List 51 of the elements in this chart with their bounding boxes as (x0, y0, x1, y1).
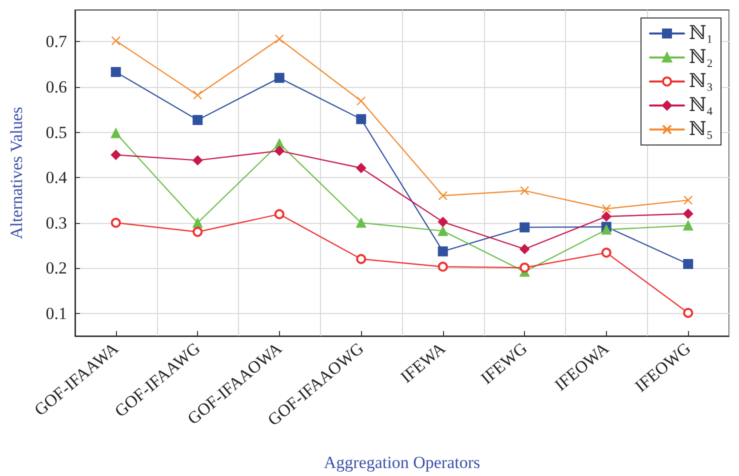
point (683, 308, 694, 318)
point (110, 128, 121, 138)
point (110, 150, 121, 160)
point (520, 262, 530, 273)
legend-label: ℕ₅ (689, 119, 714, 140)
point (438, 216, 448, 227)
point (520, 222, 530, 232)
y-tick-label: 0.7 (46, 32, 68, 52)
point (192, 226, 203, 237)
legend-label: ℕ₃ (689, 71, 714, 92)
x-axis-title: Aggregation Operators (324, 453, 480, 472)
point (111, 36, 120, 46)
point (274, 209, 284, 220)
legend-label: ℕ₂ (689, 47, 714, 68)
point (601, 211, 612, 222)
point (356, 254, 366, 264)
legend-label: ℕ₄ (689, 95, 714, 116)
point (438, 191, 448, 200)
point (438, 262, 448, 272)
y-tick-label: 0.4 (46, 168, 68, 188)
point (274, 34, 284, 44)
point (274, 146, 284, 156)
y-tick-label: 0.3 (46, 213, 67, 232)
point (193, 90, 202, 100)
point (192, 115, 203, 126)
point (110, 218, 121, 228)
point (601, 224, 612, 235)
point (602, 204, 611, 214)
point (683, 259, 694, 270)
y-tick-label: 0.2 (46, 258, 67, 278)
point (356, 114, 366, 124)
y-tick-label: 0.6 (46, 77, 67, 96)
point (683, 208, 694, 219)
point (520, 186, 530, 196)
point (438, 226, 448, 236)
point (192, 218, 203, 228)
point (192, 155, 203, 166)
y-tick-label: 0.5 (46, 122, 67, 142)
y-axis-title: Alternatives Values (7, 106, 26, 240)
point (356, 96, 366, 106)
point (356, 163, 366, 174)
legend-label: ℕ₁ (689, 23, 714, 44)
point (110, 67, 121, 78)
point (274, 72, 284, 83)
y-tick-label: 0.1 (46, 304, 67, 323)
point (520, 244, 530, 254)
point (356, 218, 366, 228)
point (601, 248, 612, 258)
point (683, 220, 694, 231)
point (438, 246, 448, 256)
point (684, 196, 693, 205)
